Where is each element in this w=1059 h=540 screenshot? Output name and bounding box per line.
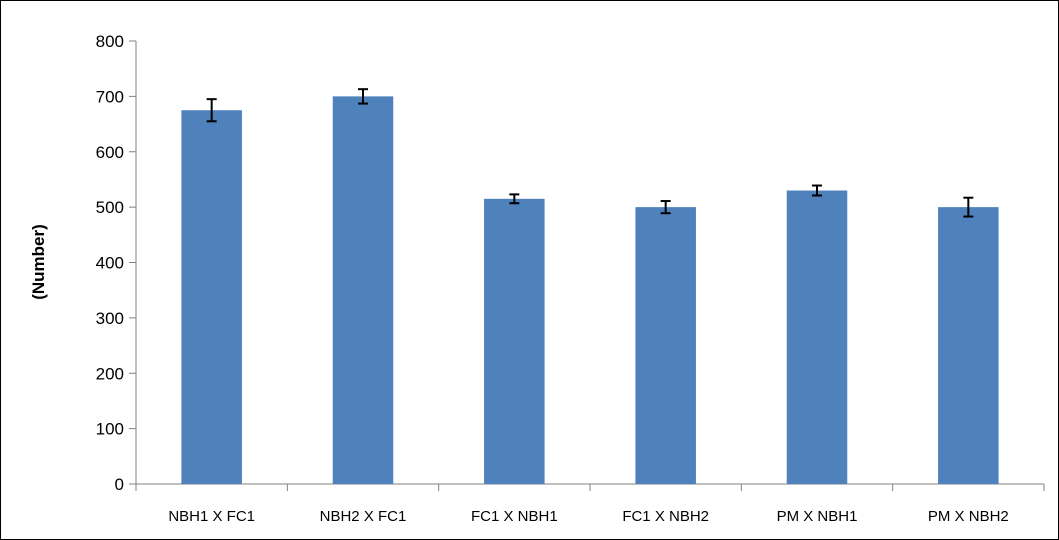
bar	[484, 198, 545, 484]
y-tick-label: 300	[96, 309, 124, 328]
labels: 0 100 200 300 400 500 600 700 800 NBH1 X FC1 NBH2 …	[96, 32, 1009, 525]
error-bars	[206, 88, 974, 218]
y-tick-label: 500	[96, 198, 124, 217]
x-category-label: NBH2 X FC1	[320, 508, 407, 525]
x-category-label: FC1 X NBH2	[622, 508, 709, 525]
y-tick-label: 100	[96, 420, 124, 439]
axes	[129, 40, 1045, 491]
y-tick-label: 400	[96, 254, 124, 273]
x-category-label: NBH1 X FC1	[168, 508, 255, 525]
bar	[181, 110, 242, 484]
y-axis-label: (Number)	[29, 224, 48, 300]
y-tick-label: 800	[96, 32, 124, 51]
bar	[938, 207, 999, 484]
bars	[181, 96, 999, 484]
x-category-label: PM X NBH1	[777, 508, 858, 525]
x-category-label: PM X NBH2	[928, 508, 1009, 525]
y-tick-label: 200	[96, 364, 124, 383]
bar	[635, 207, 696, 484]
y-tick-label: 600	[96, 143, 124, 162]
y-tick-label: 0	[115, 475, 124, 494]
x-category-label: FC1 X NBH1	[471, 508, 558, 525]
bar	[786, 190, 848, 484]
bar	[332, 96, 394, 484]
y-tick-label: 700	[96, 87, 124, 106]
